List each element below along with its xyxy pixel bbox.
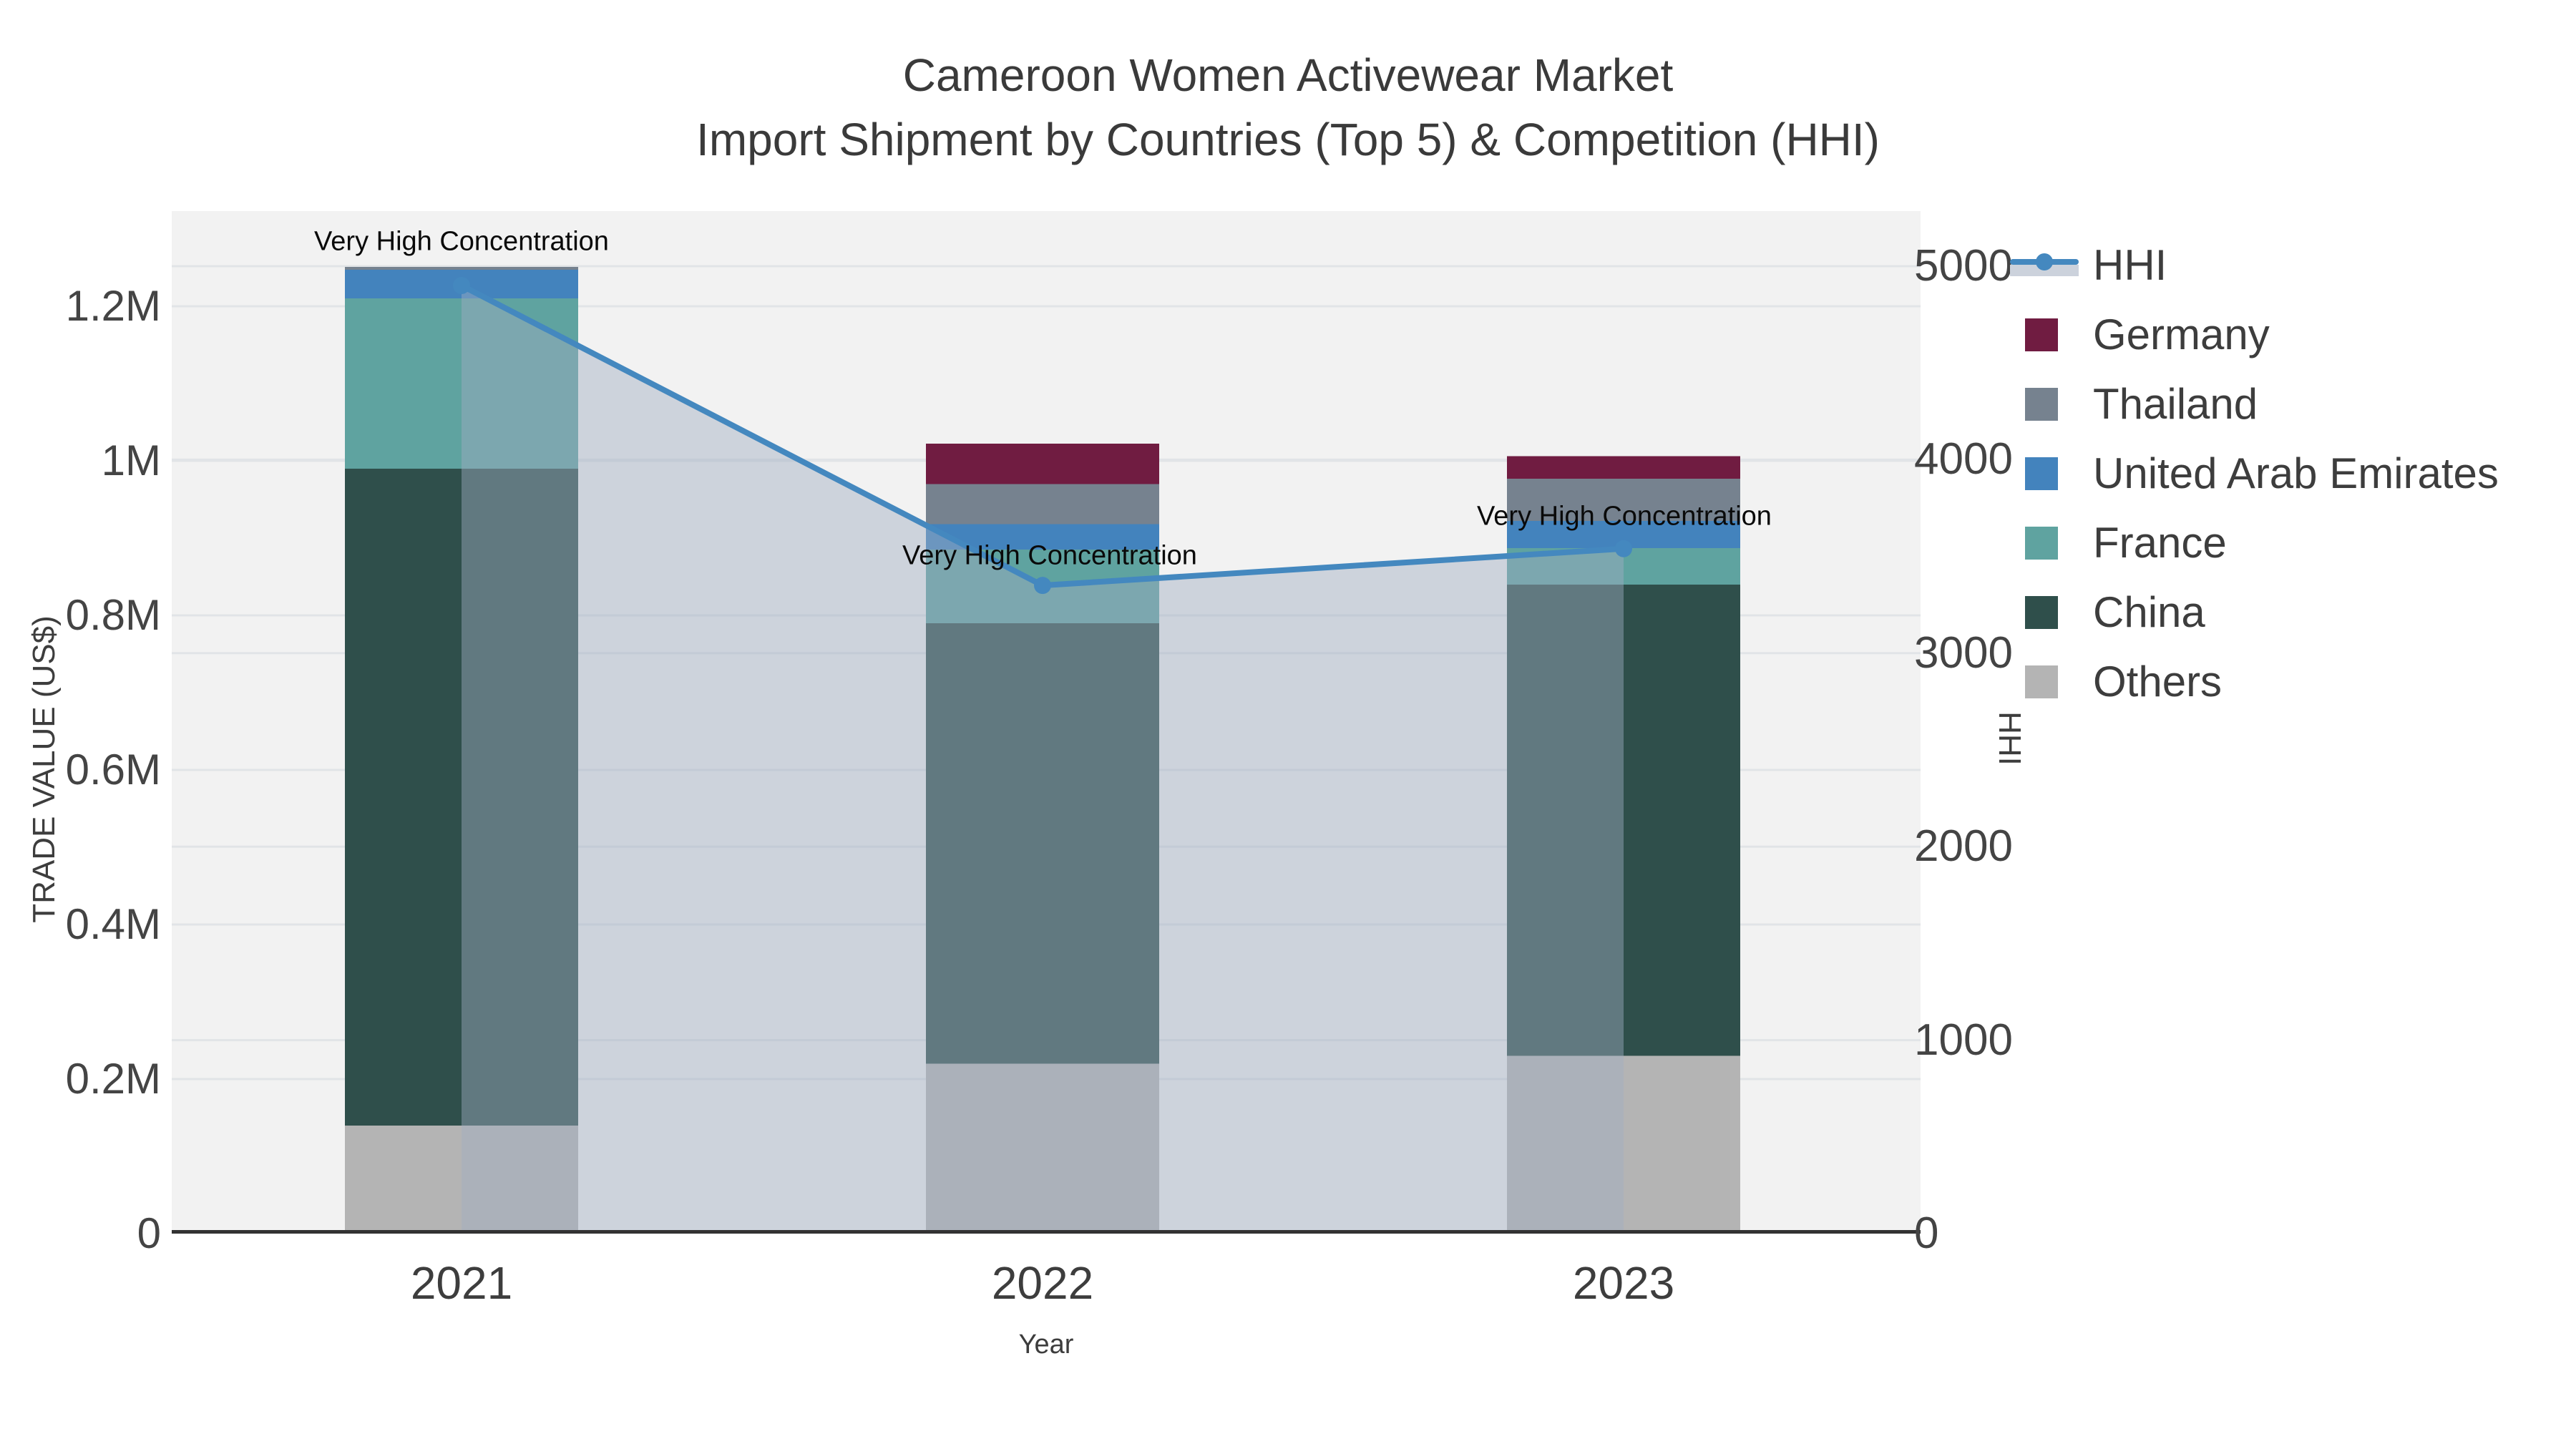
legend-swatch-icon xyxy=(2025,665,2058,698)
right-tick-label: 5000 xyxy=(1914,240,2013,291)
bar-segment-germany xyxy=(1507,456,1740,479)
left-tick-label: 0.8M xyxy=(65,591,161,639)
hhi-marker xyxy=(453,277,470,295)
x-tick-label: 2023 xyxy=(1572,1257,1675,1309)
legend-swatch-icon xyxy=(2025,526,2058,560)
right-tick-label: 1000 xyxy=(1914,1015,2013,1065)
bar-segment-thailand xyxy=(345,266,578,270)
chart-title-line2: Import Shipment by Countries (Top 5) & C… xyxy=(696,114,1880,165)
left-tick-label: 1.2M xyxy=(65,282,161,330)
hhi-marker xyxy=(1034,577,1051,595)
legend-label: Germany xyxy=(2093,311,2270,358)
left-tick-label: 1M xyxy=(101,436,161,484)
bar-segment-others xyxy=(1507,1055,1740,1234)
legend-swatch-icon xyxy=(2025,457,2058,490)
hhi-line-swatch-icon xyxy=(2010,253,2079,278)
bar-segment-germany xyxy=(926,444,1159,484)
legend-swatch-icon xyxy=(2025,387,2058,421)
bar-segment-thailand xyxy=(1507,478,1740,522)
left-tick-label: 0.6M xyxy=(65,746,161,794)
legend-swatch-icon xyxy=(2025,595,2058,629)
bar-segment-china xyxy=(926,623,1159,1064)
legend-swatch-icon xyxy=(2025,318,2058,351)
x-tick-label: 2022 xyxy=(991,1257,1094,1309)
bar-segment-china xyxy=(1507,584,1740,1056)
legend-label: Others xyxy=(2093,658,2223,706)
chart-title: Cameroon Women Activewear Market Import … xyxy=(0,43,2576,172)
x-axis-line xyxy=(172,1230,1921,1234)
chart-title-line1: Cameroon Women Activewear Market xyxy=(902,49,1674,101)
plot-area xyxy=(172,211,1921,1234)
left-tick-label: 0.2M xyxy=(65,1055,161,1103)
right-tick-label: 3000 xyxy=(1914,628,2013,678)
right-tick-label: 0 xyxy=(1914,1209,1939,1258)
legend: HHI Germany Thailand United Arab Emirates Fr… xyxy=(2010,230,2499,716)
legend-label: United Arab Emirates xyxy=(2093,449,2499,497)
legend-item-hhi: HHI xyxy=(2010,230,2499,300)
bar-segment-others xyxy=(345,1125,578,1234)
legend-label: HHI xyxy=(2093,241,2167,289)
right-tick-label: 4000 xyxy=(1914,434,2013,484)
annotation-very-high-concentration: Very High Concentration xyxy=(902,540,1197,571)
annotation-very-high-concentration: Very High Concentration xyxy=(1477,501,1772,532)
legend-item-thailand: Thailand xyxy=(2014,369,2499,439)
right-tick-label: 2000 xyxy=(1914,821,2013,872)
legend-item-germany: Germany xyxy=(2014,300,2499,369)
annotation-very-high-concentration: Very High Concentration xyxy=(314,226,609,257)
bar-segment-thailand xyxy=(926,484,1159,525)
right-axis-title: HHI xyxy=(1992,711,2027,766)
x-tick-label: 2021 xyxy=(410,1257,513,1309)
legend-item-others: Others xyxy=(2014,647,2499,716)
legend-item-united-arab-emirates: United Arab Emirates xyxy=(2014,439,2499,508)
hhi-area-fill xyxy=(462,286,1624,1234)
left-tick-label: 0 xyxy=(137,1209,161,1257)
legend-item-china: China xyxy=(2014,577,2499,647)
legend-label: China xyxy=(2093,588,2205,636)
bar-segment-others xyxy=(926,1063,1159,1234)
left-tick-label: 0.4M xyxy=(65,900,161,948)
legend-label: Thailand xyxy=(2093,380,2258,428)
bar-segment-china xyxy=(345,468,578,1126)
hhi-marker xyxy=(1615,540,1632,557)
left-axis-title: TRADE VALUE (US$) xyxy=(26,615,62,923)
legend-label: France xyxy=(2093,519,2227,567)
chart-canvas xyxy=(172,265,1921,1234)
x-axis-title: Year xyxy=(1018,1330,1074,1360)
legend-item-france: France xyxy=(2014,508,2499,577)
